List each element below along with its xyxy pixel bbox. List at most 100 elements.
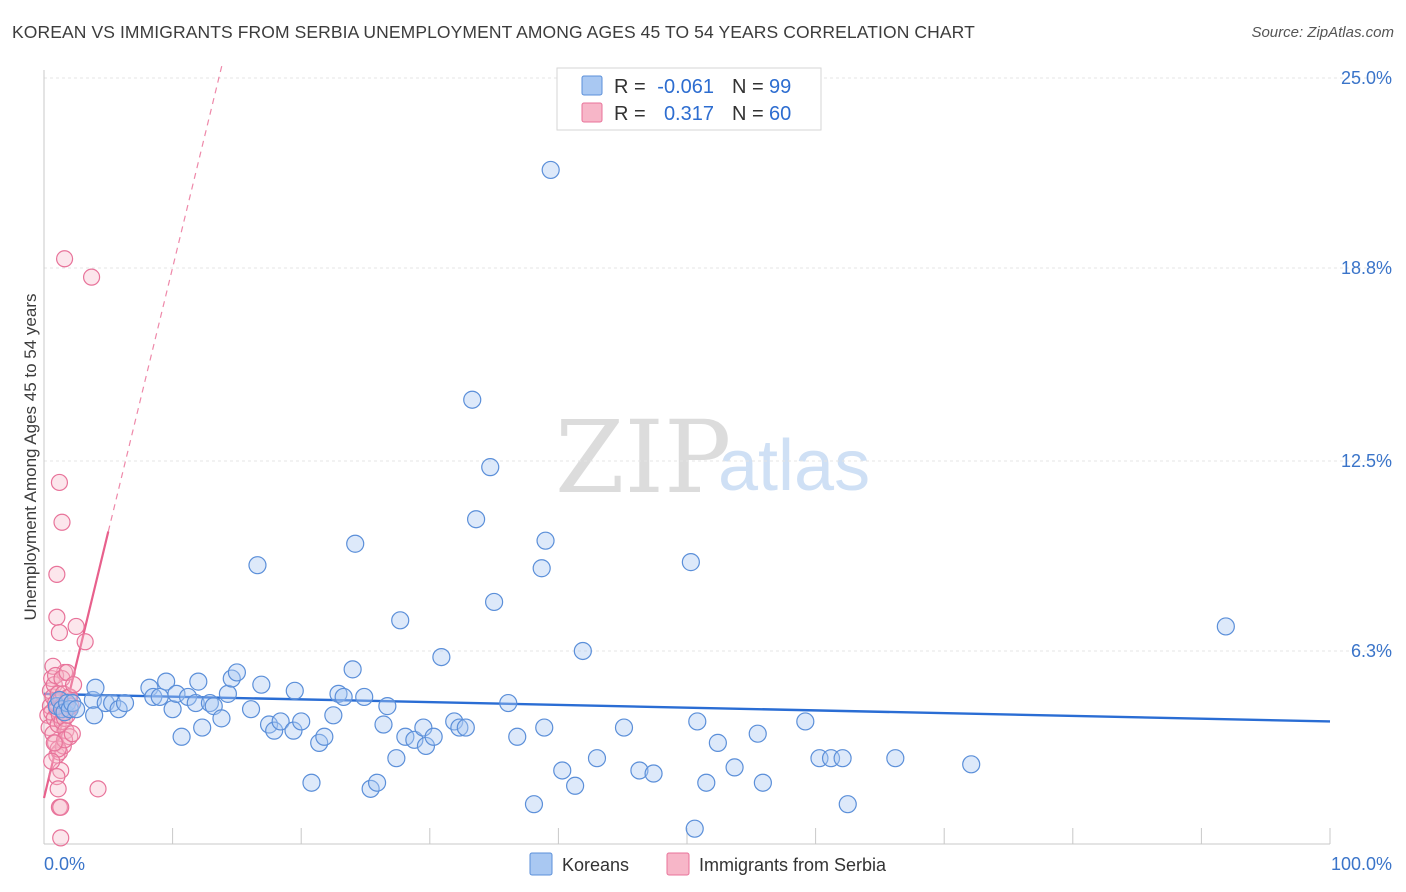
korean-point bbox=[725, 758, 744, 777]
korean-point bbox=[329, 684, 348, 703]
serbia-point bbox=[49, 780, 67, 798]
legend-n-label-pink: N = bbox=[732, 103, 764, 125]
label-layer: 6.3% 12.5% 18.8% 25.0% 0.0% 100.0% bbox=[44, 68, 1392, 874]
korean-point bbox=[566, 776, 585, 795]
korean-point bbox=[456, 718, 475, 737]
korean-point bbox=[157, 672, 176, 691]
correlation-legend: R = -0.061 N = 99 R = 0.317 N = 60 bbox=[556, 67, 822, 131]
korean-point bbox=[387, 749, 406, 768]
watermark-atlas: atlas bbox=[718, 426, 870, 506]
korean-point bbox=[1216, 617, 1235, 636]
korean-point bbox=[212, 709, 231, 728]
korean-point bbox=[150, 687, 169, 707]
korean-point bbox=[292, 712, 311, 731]
korean-point bbox=[346, 534, 365, 553]
serbia-point bbox=[53, 513, 71, 531]
serbia-point bbox=[67, 617, 85, 636]
korean-point bbox=[481, 458, 500, 477]
korean-point bbox=[391, 611, 410, 630]
legend-swatch-blue bbox=[581, 75, 603, 96]
korean-point bbox=[886, 749, 905, 768]
korean-point bbox=[227, 663, 246, 682]
korean-point bbox=[218, 684, 237, 703]
korean-point bbox=[466, 510, 486, 529]
series-legend: Koreans Immigrants from Serbia bbox=[529, 852, 887, 876]
korean-point bbox=[748, 724, 767, 743]
korean-point bbox=[416, 736, 436, 756]
korean-point bbox=[367, 773, 387, 792]
korean-point bbox=[630, 761, 649, 780]
korean-point bbox=[532, 559, 551, 578]
serbia-point bbox=[63, 725, 81, 743]
korean-point bbox=[334, 687, 353, 707]
series-legend-label-koreans: Koreans bbox=[562, 855, 629, 875]
x-tick-label: 0.0% bbox=[44, 854, 85, 874]
serbia-point bbox=[48, 565, 66, 583]
korean-point bbox=[535, 718, 554, 737]
korean-point bbox=[405, 730, 424, 749]
serbia-point bbox=[61, 728, 79, 746]
korean-point bbox=[708, 733, 727, 752]
watermark: ZIP atlas bbox=[555, 399, 870, 516]
korean-point bbox=[115, 693, 135, 713]
watermark-zip: ZIP bbox=[555, 399, 731, 516]
korean-point bbox=[499, 693, 518, 713]
series-legend-swatch-serbia bbox=[666, 852, 690, 876]
x-tick-label: 100.0% bbox=[1331, 854, 1392, 874]
chart-title: KOREAN VS IMMIGRANTS FROM SERBIA UNEMPLO… bbox=[12, 22, 975, 42]
korean-point bbox=[796, 712, 815, 731]
korean-point bbox=[524, 795, 544, 814]
serbia-point bbox=[48, 608, 66, 626]
korean-point bbox=[374, 715, 393, 734]
korean-point bbox=[697, 773, 716, 792]
y-tick-label: 18.8% bbox=[1341, 258, 1392, 278]
korean-point bbox=[424, 727, 443, 746]
korean-point bbox=[189, 672, 208, 691]
legend-r-label-pink: R = bbox=[614, 103, 646, 125]
serbia-point bbox=[82, 268, 101, 286]
legend-r-label-blue: R = bbox=[614, 76, 646, 98]
serbia-point bbox=[45, 734, 63, 752]
korean-point bbox=[587, 749, 607, 768]
korean-point bbox=[573, 641, 592, 661]
korean-point bbox=[248, 556, 267, 575]
serbia-point bbox=[89, 780, 107, 798]
korean-point bbox=[241, 700, 261, 719]
korean-point bbox=[85, 706, 104, 725]
y-tick-label: 6.3% bbox=[1351, 641, 1392, 661]
korean-point bbox=[432, 647, 451, 667]
points-layer bbox=[39, 160, 1235, 847]
chart-source: Source: ZipAtlas.com bbox=[1251, 24, 1394, 41]
korean-point bbox=[172, 727, 191, 746]
serbia-point bbox=[76, 633, 94, 651]
korean-point bbox=[302, 773, 321, 792]
korean-point bbox=[343, 660, 362, 679]
grid-layer bbox=[44, 77, 1390, 652]
korean-point bbox=[252, 675, 271, 694]
korean-point bbox=[644, 764, 663, 783]
series-legend-label-serbia: Immigrants from Serbia bbox=[699, 855, 887, 875]
korean-point bbox=[86, 678, 105, 697]
korean-point bbox=[688, 712, 707, 731]
korean-point bbox=[414, 718, 433, 737]
serbia-point bbox=[43, 752, 61, 770]
korean-point bbox=[833, 749, 852, 768]
korean-point bbox=[450, 718, 469, 737]
serbia-point bbox=[50, 623, 69, 642]
korean-point bbox=[163, 700, 182, 719]
y-axis-title: Unemployment Among Ages 45 to 54 years bbox=[21, 294, 40, 621]
korean-point bbox=[285, 681, 304, 700]
legend-r-value-blue: -0.061 bbox=[657, 76, 714, 98]
serbia-point bbox=[50, 473, 69, 492]
korean-point bbox=[186, 693, 205, 713]
legend-swatch-pink bbox=[581, 102, 603, 123]
series-legend-swatch-koreans bbox=[529, 852, 553, 876]
korean-point bbox=[553, 761, 572, 780]
korean-point bbox=[324, 706, 343, 725]
korean-point bbox=[536, 531, 555, 550]
legend-n-label-blue: N = bbox=[732, 76, 764, 98]
korean-point bbox=[355, 687, 374, 707]
korean-point bbox=[67, 700, 86, 719]
korean-point bbox=[284, 721, 303, 740]
